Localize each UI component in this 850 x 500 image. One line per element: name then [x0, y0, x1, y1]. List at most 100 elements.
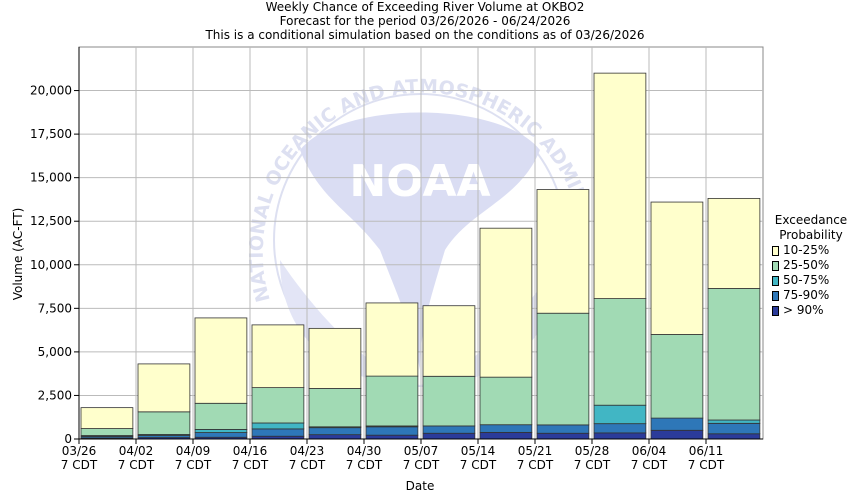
- bar-segment: [479, 424, 533, 433]
- bar-segment: [308, 427, 362, 436]
- gridlines: [78, 46, 764, 440]
- x-tick-label-date: 04/23: [290, 444, 325, 458]
- y-axis-label: Volume (AC-FT): [11, 208, 25, 301]
- y-tick-label: 0: [64, 432, 72, 446]
- legend-item: > 90%: [772, 303, 850, 318]
- bar-segment: [365, 375, 419, 427]
- bar-segment: [479, 431, 533, 440]
- bar-segment: [593, 404, 647, 425]
- y-tick-label: 17,500: [30, 127, 72, 141]
- legend-swatch: [772, 305, 779, 316]
- legend-label: 50-75%: [783, 273, 830, 287]
- bar-segment: [80, 428, 134, 436]
- bar-segment: [650, 417, 704, 431]
- y-tick-label: 20,000: [30, 84, 72, 98]
- y-tick-label: 5,000: [38, 345, 72, 359]
- x-tick-label-date: 04/16: [233, 444, 268, 458]
- legend-swatch: [772, 260, 779, 271]
- legend-label: > 90%: [783, 303, 824, 317]
- x-tick-label-date: 06/11: [689, 444, 724, 458]
- x-tick-label-time: 7 CDT: [517, 458, 554, 472]
- bar-segment: [536, 312, 590, 426]
- x-tick-label-date: 04/02: [119, 444, 154, 458]
- x-tick-label-date: 05/28: [575, 444, 610, 458]
- bar-segment: [365, 434, 419, 440]
- bar-segment: [536, 432, 590, 440]
- axes: 0 2,500 5,000 7,500 10,000 12,500 15,000 17,500…: [30, 47, 763, 472]
- x-tick-label-time: 7 CDT: [61, 458, 98, 472]
- x-tick-label-date: 03/26: [62, 444, 97, 458]
- x-tick-label-time: 7 CDT: [175, 458, 212, 472]
- legend-swatch: [772, 275, 779, 286]
- x-tick-label-time: 7 CDT: [232, 458, 269, 472]
- bar-segment: [707, 197, 761, 289]
- x-tick-label-date: 04/30: [347, 444, 382, 458]
- legend-title-1: Exceedance: [774, 213, 848, 227]
- bar-segment: [251, 387, 305, 424]
- x-tick-label-time: 7 CDT: [403, 458, 440, 472]
- x-tick-label-time: 7 CDT: [289, 458, 326, 472]
- chart-titles: Weekly Chance of Exceeding River Volume …: [0, 0, 850, 42]
- legend-item: 75-90%: [772, 288, 850, 303]
- x-tick-label-time: 7 CDT: [688, 458, 725, 472]
- x-tick-label-date: 05/21: [518, 444, 553, 458]
- x-tick-label-date: 05/14: [461, 444, 496, 458]
- y-tick-label: 2,500: [38, 388, 72, 402]
- legend-swatch: [772, 245, 779, 256]
- bar-segment: [308, 434, 362, 440]
- bar-segment: [593, 432, 647, 440]
- bar-segment: [707, 288, 761, 421]
- bar-segment: [308, 388, 362, 428]
- bar-segment: [593, 72, 647, 299]
- bar-segment: [251, 422, 305, 430]
- legend-label: 10-25%: [783, 243, 830, 257]
- x-tick-label-time: 7 CDT: [346, 458, 383, 472]
- y-tick-label: 7,500: [38, 301, 72, 315]
- legend-label: 25-50%: [783, 258, 830, 272]
- bar-segment: [194, 432, 248, 438]
- bar-segment: [251, 428, 305, 437]
- bar-segment: [707, 433, 761, 440]
- y-tick-label: 15,000: [30, 171, 72, 185]
- legend-title-2: Probability: [779, 228, 843, 242]
- x-tick-label-time: 7 CDT: [118, 458, 155, 472]
- bar-segment: [479, 376, 533, 426]
- bars: [80, 72, 761, 440]
- y-tick-label: 10,000: [30, 258, 72, 272]
- chart-subtitle-period: Forecast for the period 03/26/2026 - 06/…: [279, 14, 571, 28]
- bar-segment: [137, 411, 191, 435]
- legend-item: 50-75%: [772, 273, 850, 288]
- noaa-emblem-text: NOAA: [349, 156, 490, 207]
- y-tick-label: 12,500: [30, 214, 72, 228]
- bar-segment: [365, 302, 419, 377]
- bar-segment: [194, 402, 248, 430]
- bar-segment: [422, 375, 476, 427]
- x-tick-label-time: 7 CDT: [460, 458, 497, 472]
- x-tick-label-time: 7 CDT: [574, 458, 611, 472]
- bar-segment: [650, 429, 704, 440]
- bar-segment: [194, 429, 248, 433]
- bar-segment: [194, 317, 248, 404]
- bar-segment: [80, 407, 134, 429]
- chart-subtitle-condition: This is a conditional simulation based o…: [205, 28, 645, 42]
- noaa-emblem-bird: [300, 112, 540, 370]
- bar-segment: [365, 426, 419, 436]
- bar-segment: [707, 419, 761, 424]
- legend: Exceedance Probability 10-25% 25-50% 50-75…: [772, 213, 850, 318]
- x-axis-label: Date: [406, 479, 435, 493]
- x-tick-label-date: 05/07: [404, 444, 439, 458]
- bar-segment: [650, 334, 704, 419]
- chart-title: Weekly Chance of Exceeding River Volume …: [265, 0, 585, 14]
- bar-segment: [536, 189, 590, 314]
- bar-segment: [593, 298, 647, 406]
- x-tick-label-date: 04/09: [176, 444, 211, 458]
- bar-segment: [251, 324, 305, 389]
- legend-item: 10-25%: [772, 243, 850, 258]
- bar-segment: [308, 327, 362, 389]
- bar-segment: [707, 422, 761, 435]
- bar-segment: [536, 424, 590, 434]
- bar-segment: [479, 227, 533, 378]
- legend-swatch: [772, 290, 779, 301]
- bar-segment: [650, 201, 704, 335]
